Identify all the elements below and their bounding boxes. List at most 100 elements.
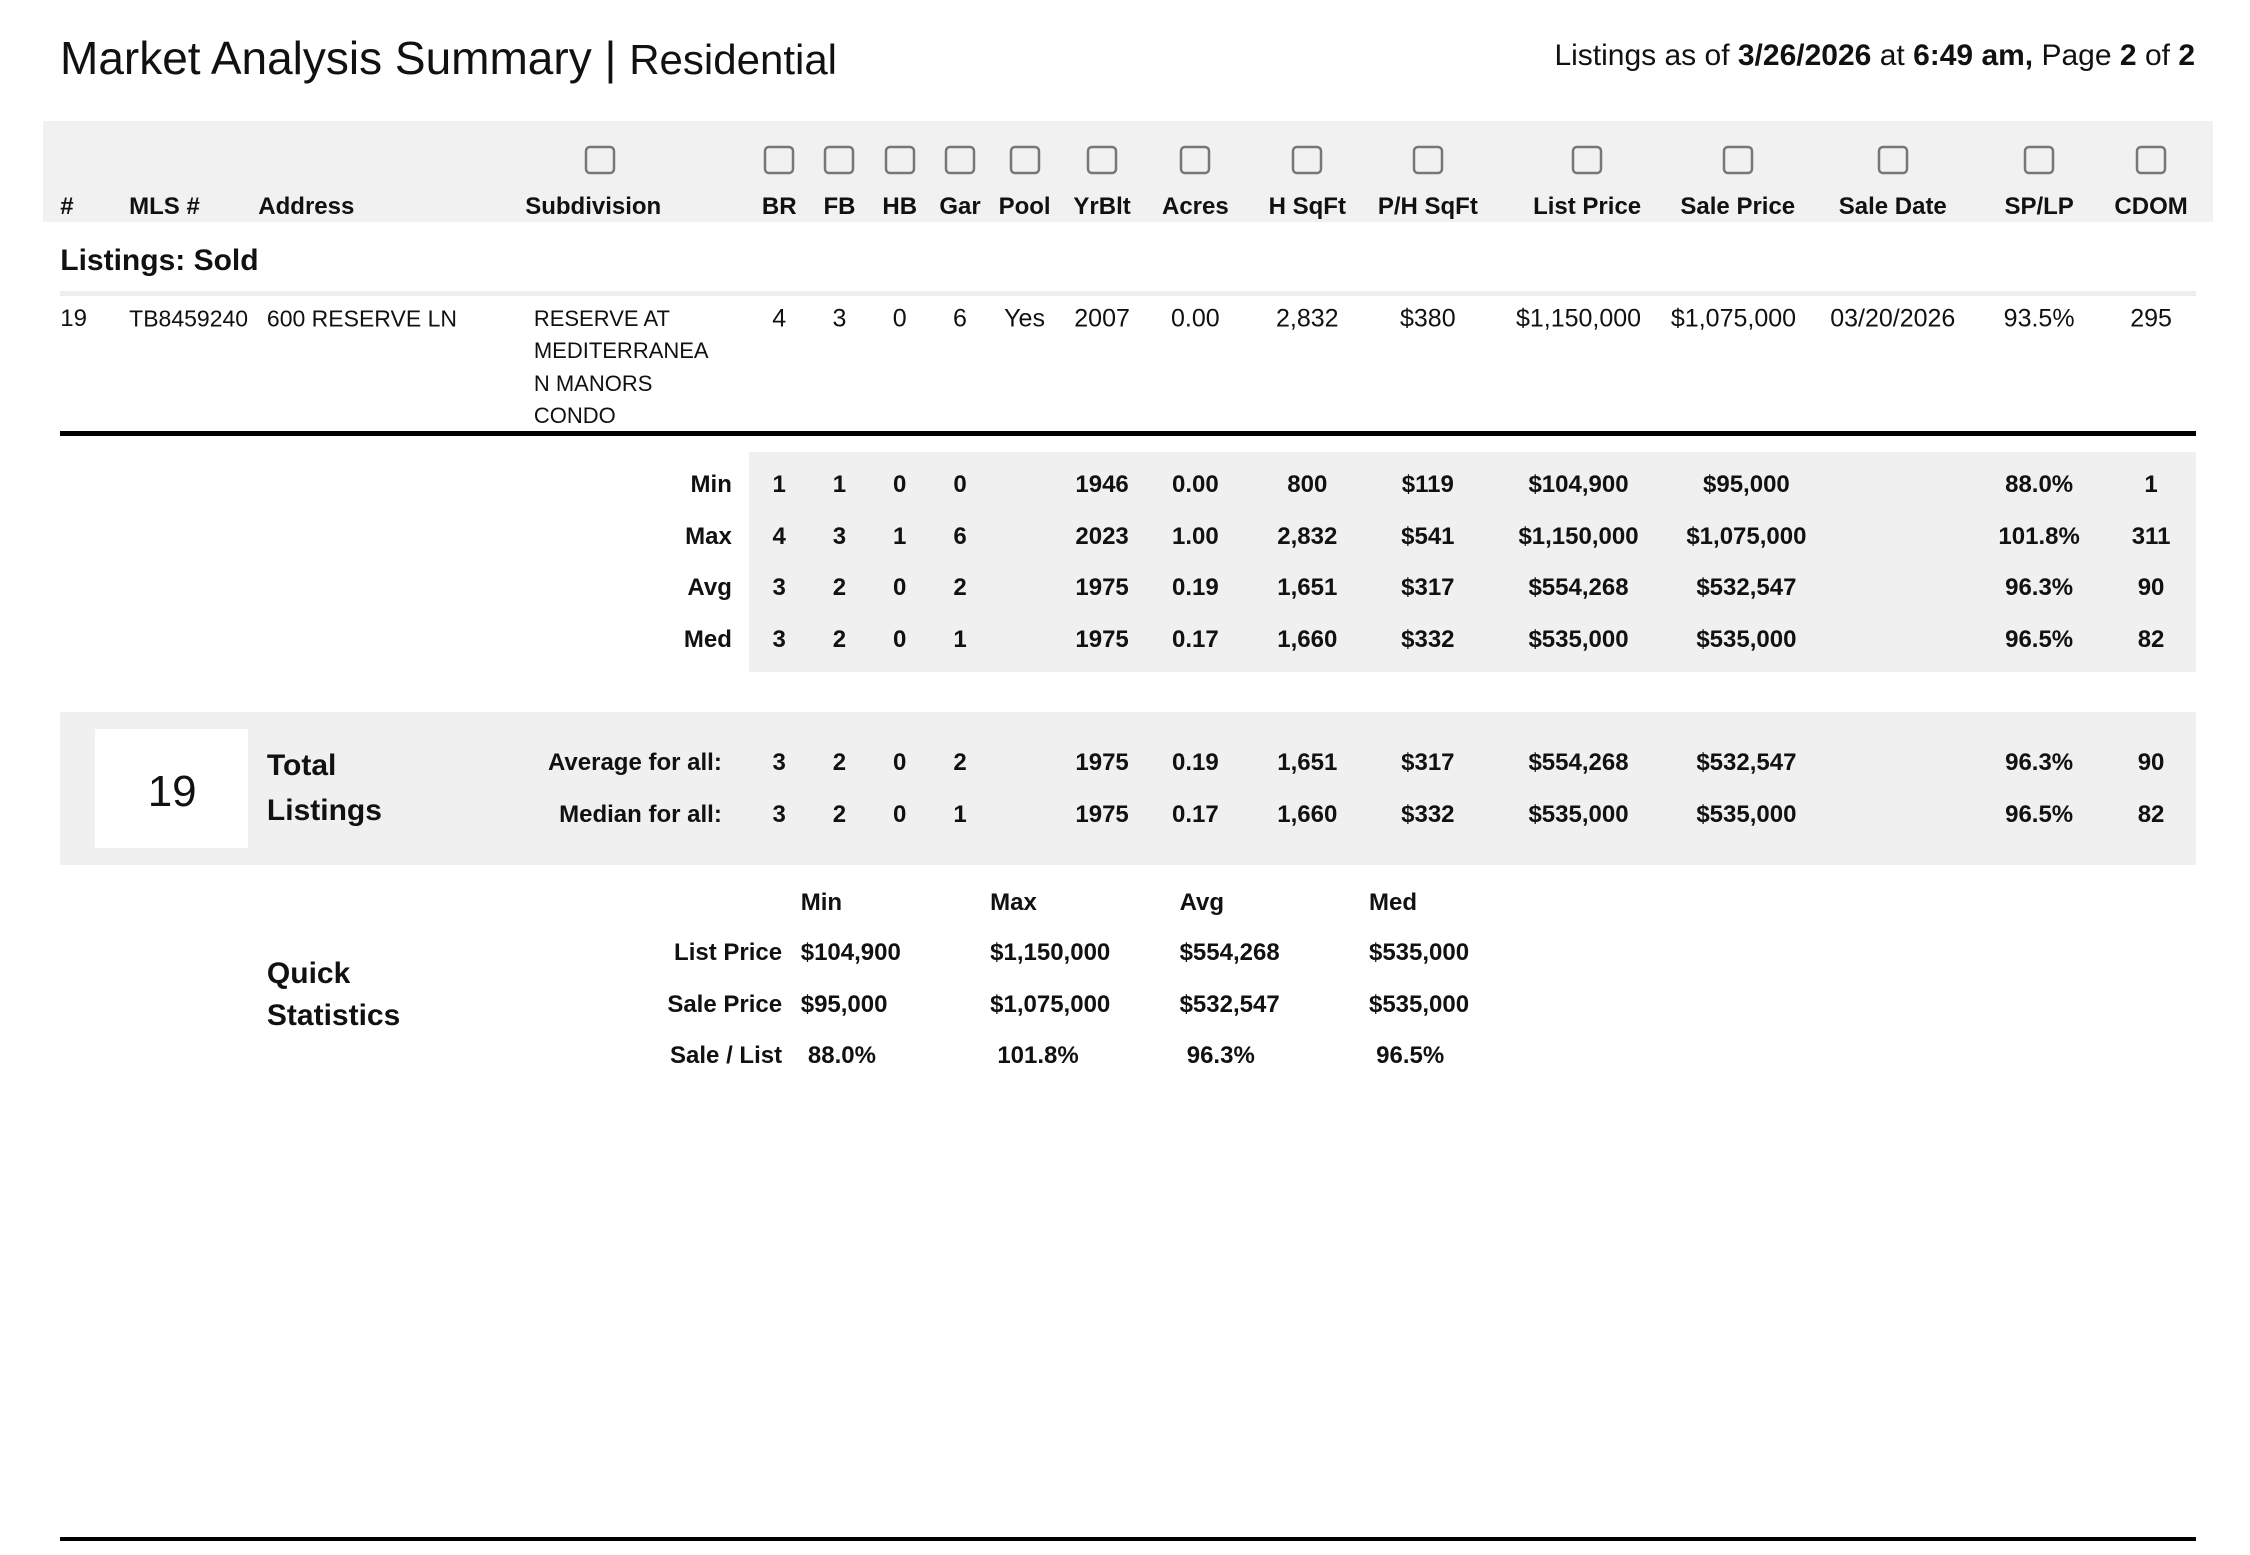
stat-value: 0 <box>953 471 967 499</box>
thick-rule <box>60 430 2196 437</box>
separator: | <box>604 32 617 84</box>
column-icon <box>763 146 795 175</box>
subtitle: Residential <box>629 36 838 83</box>
stat-value: 1.00 <box>1171 522 1219 550</box>
info-date: 3/26/2026 <box>1737 39 1872 72</box>
column-icon <box>1009 146 1040 175</box>
column-icon <box>1086 146 1118 175</box>
quick-row-label: Sale Price <box>667 990 783 1018</box>
stat-value: 2 <box>832 574 847 602</box>
stat-value: 3 <box>772 574 786 602</box>
column-header: Gar <box>939 192 981 220</box>
column-header: # <box>60 192 74 220</box>
cell: 0 <box>892 304 907 333</box>
total-value: 3 <box>772 749 786 777</box>
stat-value: 3 <box>832 522 847 550</box>
stat-value: 1975 <box>1075 626 1129 653</box>
cell: $1,075,000 <box>1670 304 1797 333</box>
stat-value: 1 <box>953 626 967 653</box>
quick-title: Quick <box>266 957 351 991</box>
quick-row-label: Sale / List <box>670 1042 783 1070</box>
column-header: BR <box>761 192 797 220</box>
info-time: 6:49 am, <box>1913 39 2034 72</box>
total-value: 90 <box>2137 749 2165 777</box>
title-line: Market Analysis Summary | Residential <box>60 35 837 81</box>
column-icon <box>1412 146 1444 175</box>
info-text: Listings as of <box>1554 39 1730 72</box>
column-header: Address <box>258 192 355 220</box>
stat-value: $317 <box>1401 574 1455 602</box>
column-icon <box>944 146 976 175</box>
quick-value: 96.3% <box>1186 1042 1255 1070</box>
stat-value: 1975 <box>1075 574 1129 602</box>
total-value: 0 <box>893 801 907 829</box>
total-label: Listings <box>266 793 382 827</box>
stat-value: $1,075,000 <box>1686 522 1807 550</box>
cell: 4 <box>772 304 787 333</box>
column-header: Sale Price <box>1680 192 1796 220</box>
cell: 600 RESERVE LN <box>266 305 457 332</box>
column-icon <box>2135 146 2167 175</box>
total-value: 0 <box>893 749 907 777</box>
total-value: 96.5% <box>2005 801 2074 829</box>
column-header: FB <box>823 192 856 220</box>
stat-value: 1 <box>2144 471 2158 499</box>
stat-value: 1 <box>832 471 847 499</box>
column-header: MLS # <box>129 192 200 220</box>
stat-label: Avg <box>687 574 732 602</box>
stat-value: 1 <box>772 471 786 499</box>
total-value: 2 <box>832 801 847 829</box>
quick-column: Avg <box>1179 888 1225 916</box>
stat-value: 1,651 <box>1277 574 1338 602</box>
total-count: 19 <box>147 767 197 817</box>
info-text: Page <box>2041 39 2112 72</box>
stat-value: $104,900 <box>1528 471 1629 499</box>
column-icon <box>884 146 915 175</box>
stat-value: 6 <box>953 522 967 550</box>
column-icon <box>1292 146 1323 175</box>
stat-value: $95,000 <box>1703 471 1790 499</box>
column-header: YrBlt <box>1073 192 1131 220</box>
quick-column: Max <box>990 888 1037 916</box>
total-row-label: Average for all: <box>547 749 722 777</box>
column-icon <box>1877 146 1908 175</box>
cell: 93.5% <box>2003 304 2075 333</box>
stat-value: 90 <box>2137 574 2165 602</box>
subdivision-line: CONDO <box>533 403 616 429</box>
subdivision-line: MEDITERRANEA <box>533 338 709 364</box>
header-band <box>43 120 2213 223</box>
info-pages: 2 <box>2178 39 2195 72</box>
stat-value: 96.5% <box>2005 626 2074 653</box>
total-value: 2 <box>832 749 847 777</box>
total-value: 1,651 <box>1277 749 1338 777</box>
stat-value: 1946 <box>1075 471 1129 499</box>
listing-info: Listings as of 3/26/2026 at 6:49 am, Pag… <box>1554 41 2195 71</box>
stat-value: 2 <box>953 574 967 602</box>
quick-value: $95,000 <box>800 990 888 1018</box>
stat-label: Max <box>685 522 732 550</box>
cell: $1,150,000 <box>1515 304 1642 333</box>
column-icon <box>584 146 616 175</box>
column-header: H SqFt <box>1268 192 1346 220</box>
column-header: HB <box>882 192 918 220</box>
quick-row-label: List Price <box>674 938 783 966</box>
stat-value: 0 <box>893 574 907 602</box>
stat-value: 2023 <box>1075 522 1129 550</box>
subdivision-line: RESERVE AT <box>533 305 670 331</box>
total-value: 2 <box>953 749 967 777</box>
column-header: SP/LP <box>2004 192 2074 220</box>
column-icon <box>1571 146 1603 175</box>
cell: 3 <box>832 304 847 333</box>
total-label: Total <box>266 749 337 783</box>
total-value: $554,268 <box>1528 749 1629 777</box>
stats-box <box>749 452 2196 672</box>
column-header: Subdivision <box>525 192 662 220</box>
cell: $380 <box>1400 304 1456 333</box>
quick-title: Statistics <box>266 998 401 1032</box>
cell: 0.00 <box>1171 304 1220 333</box>
column-header: List Price <box>1533 192 1642 220</box>
info-text: at <box>1879 39 1905 72</box>
stat-value: $1,150,000 <box>1518 522 1639 550</box>
quick-value: $1,150,000 <box>990 938 1111 966</box>
